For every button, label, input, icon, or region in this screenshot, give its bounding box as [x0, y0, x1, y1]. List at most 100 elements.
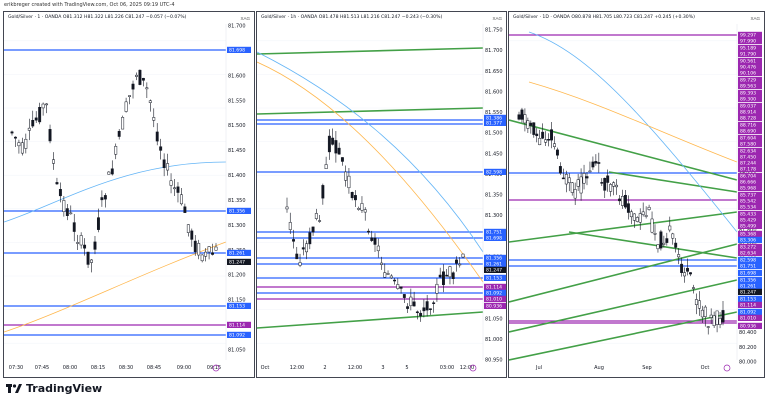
candle-body	[90, 259, 93, 263]
price-label-bg	[484, 266, 506, 273]
chart-title: Gold/Silver · 1 · OANDA O81.312 H81.322 …	[8, 15, 187, 20]
candle-body	[173, 187, 176, 190]
price-tick-label: 80.200	[739, 345, 757, 351]
price-label-bg	[484, 114, 506, 121]
price-label-bg	[738, 216, 762, 223]
price-label-bg	[738, 44, 762, 51]
price-label-bg	[738, 301, 762, 308]
candle-body	[86, 251, 90, 265]
price-label-bg	[738, 82, 762, 89]
price-tick-label: 81.050	[485, 316, 503, 322]
price-label-bg	[227, 302, 251, 309]
candle-body	[152, 117, 156, 121]
candle-body	[532, 122, 536, 135]
candle-body	[48, 129, 52, 142]
price-label: 81.377	[486, 121, 502, 127]
trend-line	[509, 211, 738, 243]
price-label-bg	[227, 249, 251, 256]
candle-body	[124, 101, 128, 112]
price-label-bg	[227, 207, 251, 214]
candle-body	[103, 195, 107, 200]
unit-label: XAG	[492, 16, 502, 21]
candle-body	[541, 131, 545, 139]
price-label: 87.244	[740, 161, 756, 167]
tradingview-logo[interactable]: TradingView	[6, 382, 102, 395]
price-label-bg	[738, 230, 762, 237]
candle-body	[10, 131, 14, 134]
time-tick-label: 12:00	[348, 365, 362, 371]
price-label-bg	[738, 31, 762, 38]
price-tick-label: 81.450	[485, 151, 503, 157]
chart-canvas: 84.40084.20084.00083.80083.60083.40083.2…	[509, 24, 762, 372]
candle-body	[689, 272, 692, 275]
candle-body	[674, 242, 678, 248]
price-tick-label: 81.750	[485, 28, 503, 34]
candle-body	[79, 235, 83, 246]
price-tick-label: 81.550	[228, 98, 246, 104]
moving-average-line	[4, 241, 227, 333]
candle-body	[179, 194, 183, 205]
price-label: 81.698	[229, 48, 245, 54]
chart-panel-1d[interactable]: Gold/Silver · 1D · OANDA O80.878 H81.705…	[508, 11, 765, 378]
price-tick-label: 81.650	[485, 69, 503, 75]
candle-body	[301, 247, 305, 250]
candle-body	[438, 274, 442, 278]
chart-panel-1h[interactable]: Gold/Silver · 1h · OANDA O81.478 H81.513…	[256, 11, 507, 378]
price-label: 81.247	[229, 260, 245, 266]
price-label: 81.153	[486, 276, 502, 282]
candle-body	[691, 287, 695, 289]
candle-body	[321, 185, 325, 199]
price-tick-label: 81.800	[739, 227, 757, 233]
candle-body	[190, 230, 194, 240]
candle-body	[715, 310, 719, 325]
candle-body	[412, 301, 416, 307]
candle-body	[69, 212, 73, 215]
candle-body	[72, 222, 76, 232]
candle-body	[441, 271, 445, 286]
replay-icon	[723, 364, 731, 372]
candle-body	[425, 301, 429, 311]
price-label-bg	[484, 234, 506, 241]
price-label: 87.604	[740, 136, 756, 142]
candle-body	[211, 252, 214, 255]
price-label-bg	[738, 147, 762, 154]
price-label: 80.936	[740, 324, 756, 330]
candle-body	[621, 196, 624, 206]
candle-body	[659, 231, 663, 249]
price-label: 80.936	[486, 304, 502, 310]
candle-body	[600, 182, 604, 184]
candle-body	[422, 307, 426, 312]
candle-body	[677, 254, 681, 258]
time-tick-label: 09:15	[207, 365, 221, 371]
candle-body	[52, 159, 55, 164]
moving-average-line	[257, 51, 484, 253]
candle-body	[93, 241, 97, 250]
time-tick-label: 08:00	[63, 365, 77, 371]
price-label-bg	[738, 288, 762, 295]
time-tick-label: 12:00	[290, 365, 304, 371]
candle-body	[350, 192, 354, 199]
price-label-bg	[738, 50, 762, 57]
time-tick-label: 2	[323, 365, 326, 371]
candle-body	[662, 242, 666, 245]
price-label-bg	[738, 108, 762, 115]
candle-body	[393, 279, 397, 282]
candle-body	[337, 147, 341, 155]
chart-panel-1m[interactable]: Gold/Silver · 1 · OANDA O81.312 H81.322 …	[3, 11, 255, 378]
price-label: 85.433	[740, 212, 756, 218]
candle-body	[34, 117, 38, 121]
candle-body	[535, 133, 539, 137]
candle-body	[406, 306, 410, 309]
price-label: 91.790	[740, 52, 756, 58]
candle-body	[709, 314, 713, 318]
trend-line	[509, 279, 738, 333]
price-tick-label: 81.050	[228, 348, 246, 354]
candle-body	[200, 254, 204, 262]
candle-body	[183, 206, 187, 213]
candle-body	[24, 138, 28, 149]
candle-body	[14, 136, 17, 139]
price-label-bg	[227, 321, 251, 328]
price-label-bg	[484, 283, 506, 290]
candle-body	[612, 182, 616, 187]
candle-body	[538, 137, 542, 146]
